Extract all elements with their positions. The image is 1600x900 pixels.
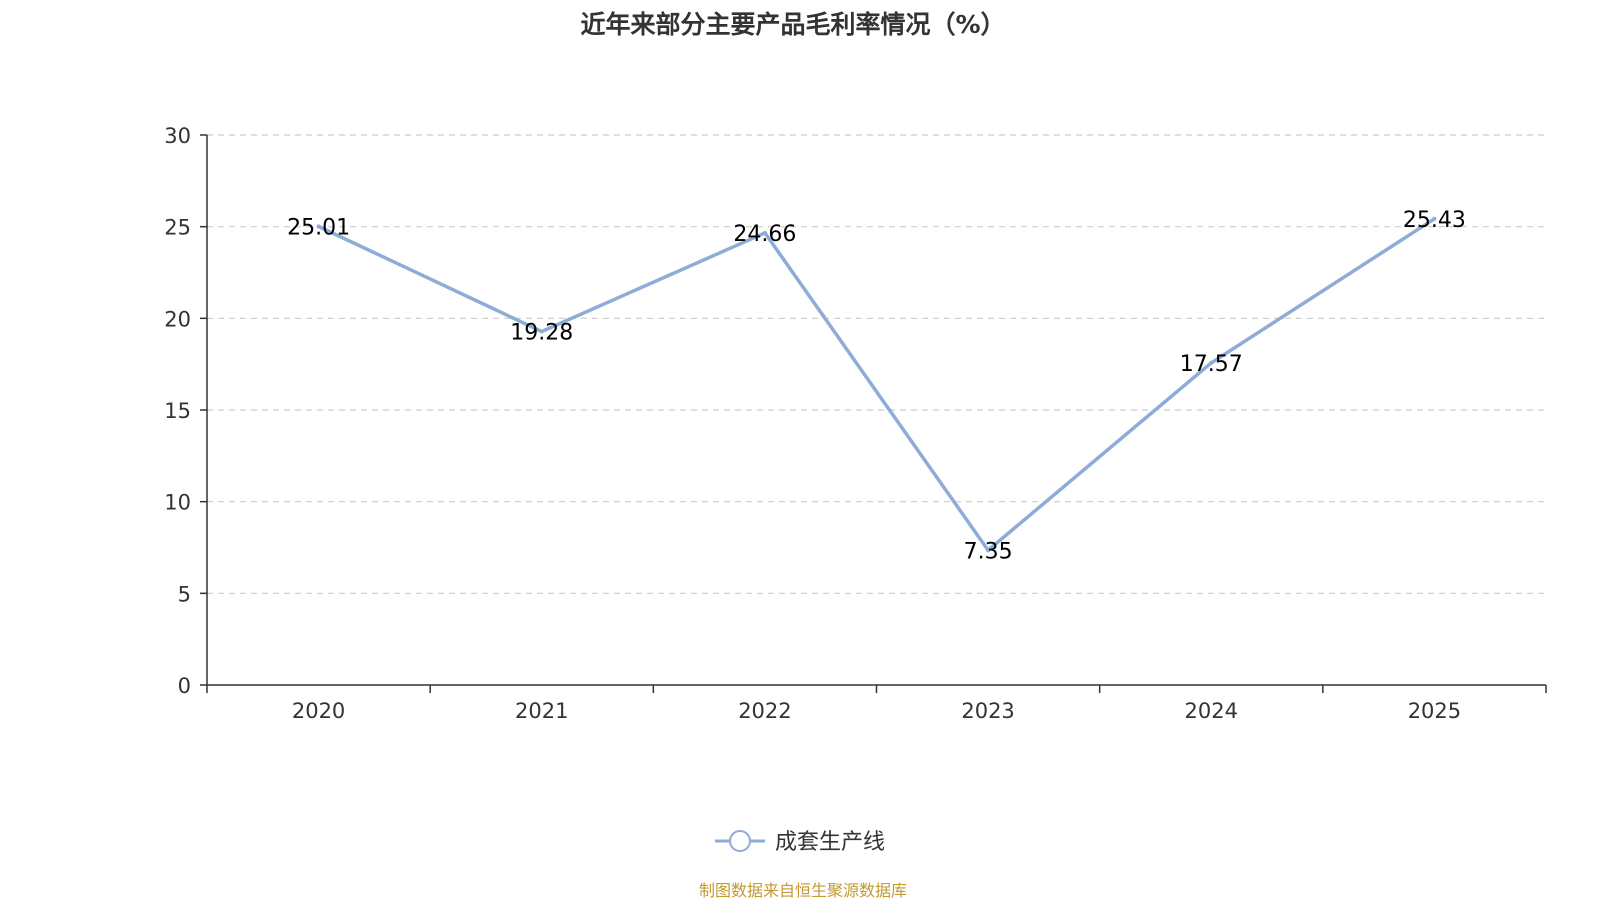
y-tick-label: 10 bbox=[164, 491, 191, 515]
data-point bbox=[316, 224, 321, 229]
x-tick-label: 2021 bbox=[515, 699, 568, 723]
y-tick-label: 5 bbox=[178, 582, 191, 606]
y-tick-label: 20 bbox=[164, 307, 191, 331]
data-label: 25.01 bbox=[287, 215, 350, 240]
x-tick-label: 2023 bbox=[961, 699, 1014, 723]
x-tick-label: 2025 bbox=[1408, 699, 1461, 723]
data-labels: 25.01 19.28 24.66 7.35 17.57 25.43 bbox=[287, 208, 1466, 564]
x-tick-label: 2022 bbox=[738, 699, 791, 723]
data-point bbox=[539, 329, 544, 334]
x-tick-label: 2024 bbox=[1185, 699, 1238, 723]
y-tick-label: 30 bbox=[164, 124, 191, 148]
y-tick-label: 15 bbox=[164, 399, 191, 423]
data-label: 24.66 bbox=[733, 222, 796, 247]
series-line bbox=[316, 217, 1437, 552]
data-label: 7.35 bbox=[964, 539, 1013, 564]
source-note: 制图数据来自恒生聚源数据库 bbox=[699, 881, 907, 900]
x-tick-label: 2020 bbox=[292, 699, 345, 723]
data-label: 17.57 bbox=[1180, 352, 1243, 377]
data-point bbox=[762, 230, 767, 235]
chart-title: 近年来部分主要产品毛利率情况（%） bbox=[580, 10, 1005, 39]
y-tick-label: 0 bbox=[178, 674, 191, 698]
series-layer bbox=[316, 216, 1437, 553]
legend[interactable]: 成套生产线 bbox=[715, 830, 885, 855]
data-label: 25.43 bbox=[1403, 208, 1466, 233]
data-point bbox=[986, 548, 991, 553]
legend-marker-icon bbox=[729, 830, 751, 852]
legend-label: 成套生产线 bbox=[775, 830, 885, 855]
y-tick-label: 25 bbox=[164, 216, 191, 240]
data-label: 19.28 bbox=[510, 321, 573, 346]
grid-lines bbox=[207, 134, 1546, 594]
data-point bbox=[1209, 360, 1214, 365]
data-point bbox=[1432, 216, 1437, 221]
